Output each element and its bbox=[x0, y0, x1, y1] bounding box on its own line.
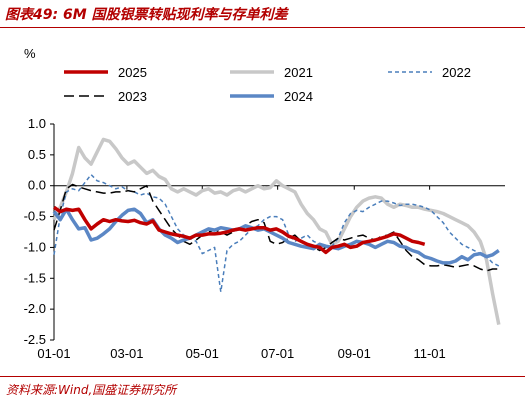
chart-title: 图表49: 6M 国股银票转贴现利率与存单利差 bbox=[5, 7, 288, 23]
y-tick-label: -2.0 bbox=[24, 301, 46, 316]
chart-series bbox=[52, 137, 501, 325]
x-tick-label: 07-01 bbox=[261, 346, 294, 361]
series-line-2021 bbox=[52, 137, 501, 325]
series-line-2025 bbox=[53, 205, 426, 255]
y-tick-label: 0.0 bbox=[28, 178, 46, 193]
chart-legend: 2025 2021 2022 2023 2024 bbox=[64, 65, 471, 104]
x-tick-label: 09-01 bbox=[338, 346, 371, 361]
x-tick-label: 05-01 bbox=[186, 346, 219, 361]
y-tick-label: -0.5 bbox=[24, 209, 46, 224]
x-tick-label: 11-01 bbox=[413, 346, 445, 361]
y-axis-unit-label: % bbox=[24, 46, 36, 61]
footer-divider bbox=[0, 376, 525, 377]
y-tick-label: 1.0 bbox=[28, 116, 46, 131]
x-tick-label: 01-01 bbox=[37, 346, 70, 361]
y-tick-label: 0.5 bbox=[28, 147, 46, 162]
legend-label-2022: 2022 bbox=[442, 65, 471, 80]
source-note: 资料来源:Wind,国盛证券研究所 bbox=[6, 383, 177, 397]
series-line-2023 bbox=[53, 183, 499, 272]
chart-axes: 1.0 0.5 0.0 -0.5 -1.0 -1.5 -2.0 -2.501-01 03-01 0… bbox=[24, 116, 505, 361]
title-divider bbox=[0, 27, 525, 28]
series-line-2024 bbox=[52, 207, 500, 265]
x-tick-label: 03-01 bbox=[110, 346, 143, 361]
y-tick-label: -2.5 bbox=[24, 332, 46, 347]
y-tick-label: -1.5 bbox=[24, 270, 46, 285]
legend-label-2021: 2021 bbox=[284, 65, 313, 80]
legend-label-2024: 2024 bbox=[284, 89, 313, 104]
legend-label-2023: 2023 bbox=[118, 89, 147, 104]
y-tick-label: -1.0 bbox=[24, 239, 46, 254]
legend-label-2025: 2025 bbox=[118, 65, 147, 80]
